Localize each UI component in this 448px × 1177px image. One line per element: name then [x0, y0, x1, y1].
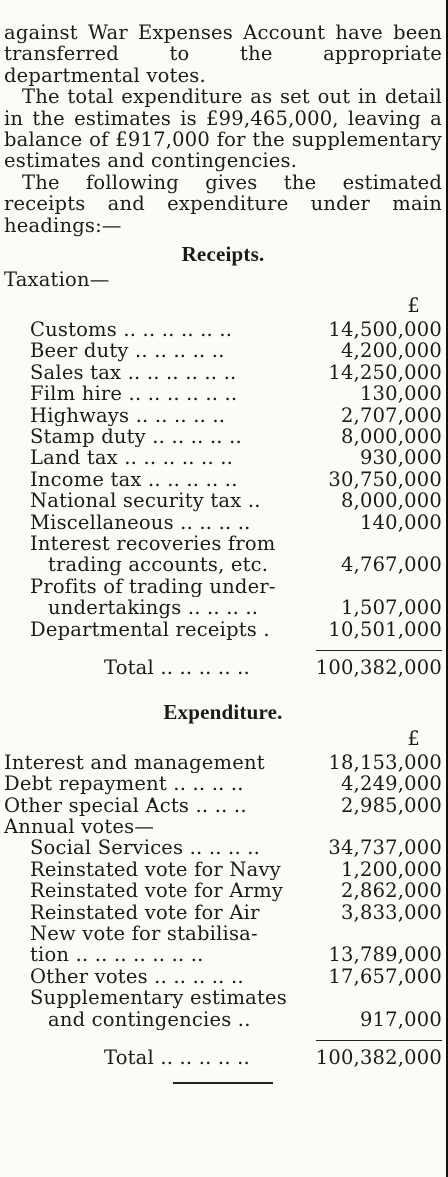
expenditure-row: Interest and management 18,153,000 [4, 750, 442, 774]
receipts-row-label: Sales tax .. .. .. .. .. .. [30, 361, 237, 384]
receipts-row-label: National security tax .. [30, 490, 261, 512]
expenditure-row: tion .. .. .. .. .. .. .. 13,789,000 [4, 943, 442, 967]
expenditure-row-label: Interest and management [4, 751, 265, 774]
receipts-row: Customs .. .. .. .. .. .. 14,500,000 [4, 317, 442, 341]
expenditure-row-value: 13,789,000 [328, 943, 442, 967]
expenditure-row: Social Services .. .. .. .. 34,737,000 [4, 836, 442, 860]
expenditure-row-value: 3,833,000 [340, 900, 442, 924]
receipts-row: Beer duty .. .. .. .. .. 4,200,000 [4, 339, 442, 363]
expenditure-row-value: 2,862,000 [340, 879, 442, 903]
expenditure-row-value: 17,657,000 [328, 964, 442, 988]
receipts-row-value: 4,767,000 [340, 553, 442, 577]
receipts-row: Profits of trading under- [4, 576, 442, 597]
expenditure-row-value: 917,000 [359, 1007, 442, 1031]
expenditure-row-label: Other votes .. .. .. .. .. [30, 965, 244, 988]
receipts-row: Highways .. .. .. .. .. 2,707,000 [4, 403, 442, 427]
receipts-row-value: 30,750,000 [328, 467, 442, 491]
taxation-subheading: Taxation— [4, 268, 110, 292]
expenditure-row-label: tion .. .. .. .. .. .. .. [30, 944, 204, 966]
receipts-row-label: Highways .. .. .. .. .. [30, 404, 226, 426]
end-rule [173, 1082, 273, 1085]
expenditure-row-label: Reinstated vote for Army [30, 880, 284, 902]
expenditure-row-value: 2,985,000 [340, 793, 442, 817]
expenditure-total-value: 100,382,000 [315, 1040, 442, 1068]
receipts-row: Departmental receipts . 10,501,000 [4, 617, 442, 641]
receipts-row: Stamp duty .. .. .. .. .. 8,000,000 [4, 424, 442, 448]
expenditure-row-label: Reinstated vote for Navy [30, 858, 281, 881]
expenditure-row: Reinstated vote for Navy 1,200,000 [4, 857, 442, 881]
receipts-row: trading accounts, etc. 4,767,000 [4, 553, 442, 577]
expenditure-row: Supplementary estimates [4, 987, 442, 1008]
expenditure-currency-symbol: £ [407, 726, 420, 750]
receipts-row-label: Beer duty .. .. .. .. .. [30, 340, 225, 362]
receipts-row-value: 8,000,000 [340, 489, 442, 513]
receipts-row: Interest recoveries from [4, 533, 442, 554]
receipts-row-label: Customs .. .. .. .. .. .. [30, 318, 233, 341]
receipts-row: undertakings .. .. .. .. 1,507,000 [4, 596, 442, 620]
expenditure-row-value: 34,737,000 [328, 836, 442, 860]
receipts-row-label: Interest recoveries from [30, 532, 276, 555]
receipts-row: Miscellaneous .. .. .. .. 140,000 [4, 510, 442, 534]
expenditure-row-label: Annual votes— [4, 816, 155, 838]
expenditure-row: Reinstated vote for Air 3,833,000 [4, 900, 442, 924]
expenditure-row: Other special Acts .. .. .. 2,985,000 [4, 793, 442, 817]
receipts-row-label: Income tax .. .. .. .. .. [30, 468, 238, 491]
expenditure-row-label: Social Services .. .. .. .. [30, 837, 261, 859]
receipts-heading: Receipts. [181, 242, 265, 267]
expenditure-total-label: Total .. .. .. .. .. [104, 1047, 250, 1069]
expenditure-row-label: and contingencies .. [48, 1008, 251, 1031]
expenditure-row: New vote for stabilisa- [4, 923, 442, 944]
receipts-row-label: Departmental receipts . [30, 618, 270, 640]
receipts-row-label: undertakings .. .. .. .. [48, 597, 259, 619]
receipts-total-label: Total .. .. .. .. .. [104, 656, 250, 679]
receipts-row: Sales tax .. .. .. .. .. .. 14,250,000 [4, 360, 442, 384]
receipts-row-label: Land tax .. .. .. .. .. .. [30, 447, 234, 469]
expenditure-table: Interest and management 18,153,000 Debt re… [4, 750, 442, 1031]
expenditure-heading: Expenditure. [163, 700, 283, 725]
receipts-row-label: trading accounts, etc. [48, 554, 269, 576]
receipts-total-row: Total .. .. .. .. .. 100,382,000 [4, 649, 442, 679]
receipts-total-value: 100,382,000 [315, 649, 442, 678]
ink-speck [150, 800, 153, 803]
expenditure-row: Reinstated vote for Army 2,862,000 [4, 879, 442, 903]
expenditure-row: Annual votes— [4, 816, 442, 837]
article-column: against War Expenses Account have been t… [4, 21, 442, 1085]
column-rule [446, 0, 448, 1177]
receipts-row-value: 14,500,000 [328, 317, 442, 341]
receipts-currency-symbol: £ [407, 293, 420, 317]
expenditure-row-label: Supplementary estimates [30, 987, 287, 1009]
expenditure-row-label: New vote for stabilisa- [30, 923, 258, 945]
expenditure-row-label: Reinstated vote for Air [30, 901, 260, 924]
expenditure-total-row: Total .. .. .. .. .. 100,382,000 [4, 1040, 442, 1068]
receipts-row-label: Film hire .. .. .. .. .. .. [30, 383, 238, 405]
receipts-row-value: 14,250,000 [328, 360, 442, 384]
intro-paragraph-3: The following gives the estimated receip… [4, 170, 442, 237]
expenditure-row-label: Debt repayment .. .. .. .. [4, 773, 244, 795]
receipts-row: Land tax .. .. .. .. .. .. 930,000 [4, 446, 442, 470]
receipts-row-label: Profits of trading under- [30, 575, 276, 598]
receipts-row-value: 10,501,000 [328, 617, 442, 641]
receipts-row: Income tax .. .. .. .. .. 30,750,000 [4, 467, 442, 491]
receipts-row: Film hire .. .. .. .. .. .. 130,000 [4, 382, 442, 406]
intro-paragraph-1: against War Expenses Account have been t… [4, 21, 442, 87]
intro-paragraph-2: The total expenditure as set out in deta… [4, 85, 442, 173]
expenditure-row-value: 1,200,000 [340, 857, 442, 881]
receipts-row-value: 140,000 [359, 510, 442, 534]
receipts-row-value: 4,200,000 [340, 339, 442, 363]
receipts-row-value: 130,000 [359, 382, 442, 406]
receipts-row-label: Miscellaneous .. .. .. .. [30, 511, 251, 533]
expenditure-row: Other votes .. .. .. .. .. 17,657,000 [4, 964, 442, 988]
expenditure-row: Debt repayment .. .. .. .. 4,249,000 [4, 772, 442, 796]
receipts-row-label: Stamp duty .. .. .. .. .. [30, 425, 242, 448]
receipts-row-value: 8,000,000 [340, 424, 442, 448]
receipts-row-value: 1,507,000 [340, 596, 442, 620]
receipts-row-value: 2,707,000 [340, 403, 442, 427]
receipts-row-value: 930,000 [359, 446, 442, 470]
receipts-row: National security tax .. 8,000,000 [4, 489, 442, 513]
expenditure-row-value: 18,153,000 [328, 750, 442, 774]
expenditure-row-value: 4,249,000 [340, 772, 442, 796]
expenditure-row: and contingencies .. 917,000 [4, 1007, 442, 1031]
receipts-table: Customs .. .. .. .. .. .. 14,500,000 Beer … [4, 317, 442, 641]
expenditure-row-label: Other special Acts .. .. .. [4, 794, 247, 816]
